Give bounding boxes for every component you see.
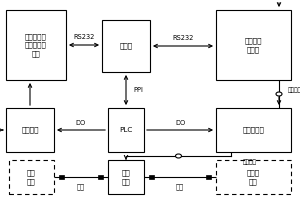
Bar: [59, 175, 64, 179]
Bar: [216, 160, 291, 194]
Bar: [98, 175, 103, 179]
Bar: [206, 175, 211, 179]
Bar: [108, 108, 144, 152]
Text: 微波开关组: 微波开关组: [243, 127, 264, 133]
Text: DO: DO: [175, 120, 185, 126]
Bar: [149, 175, 154, 179]
Text: PLC: PLC: [119, 127, 133, 133]
Circle shape: [276, 92, 282, 96]
Text: 微波综合
测试仪: 微波综合 测试仪: [245, 37, 262, 53]
Bar: [6, 108, 54, 152]
Text: 雷达收
发机: 雷达收 发机: [247, 169, 260, 185]
Text: 雷达
天线: 雷达 天线: [27, 169, 36, 185]
Text: 计算机: 计算机: [119, 43, 133, 49]
Text: RS232: RS232: [172, 35, 194, 41]
Text: 波导: 波导: [77, 184, 85, 190]
Text: DO: DO: [76, 120, 86, 126]
Text: 继电器组: 继电器组: [21, 127, 39, 133]
Text: RS232: RS232: [73, 34, 95, 40]
Circle shape: [176, 154, 182, 158]
Text: PPI: PPI: [134, 87, 143, 93]
Text: 示波器、万
用表等测量
仪器: 示波器、万 用表等测量 仪器: [25, 33, 47, 57]
Text: 微波
组件: 微波 组件: [122, 169, 130, 185]
Bar: [108, 160, 144, 194]
Bar: [6, 10, 66, 80]
Text: 波导: 波导: [176, 184, 184, 190]
Bar: [216, 108, 291, 152]
Bar: [9, 160, 54, 194]
Bar: [216, 10, 291, 80]
Bar: [102, 20, 150, 72]
Text: 射频电缆: 射频电缆: [243, 159, 257, 165]
Text: 射频电缆: 射频电缆: [288, 87, 300, 93]
